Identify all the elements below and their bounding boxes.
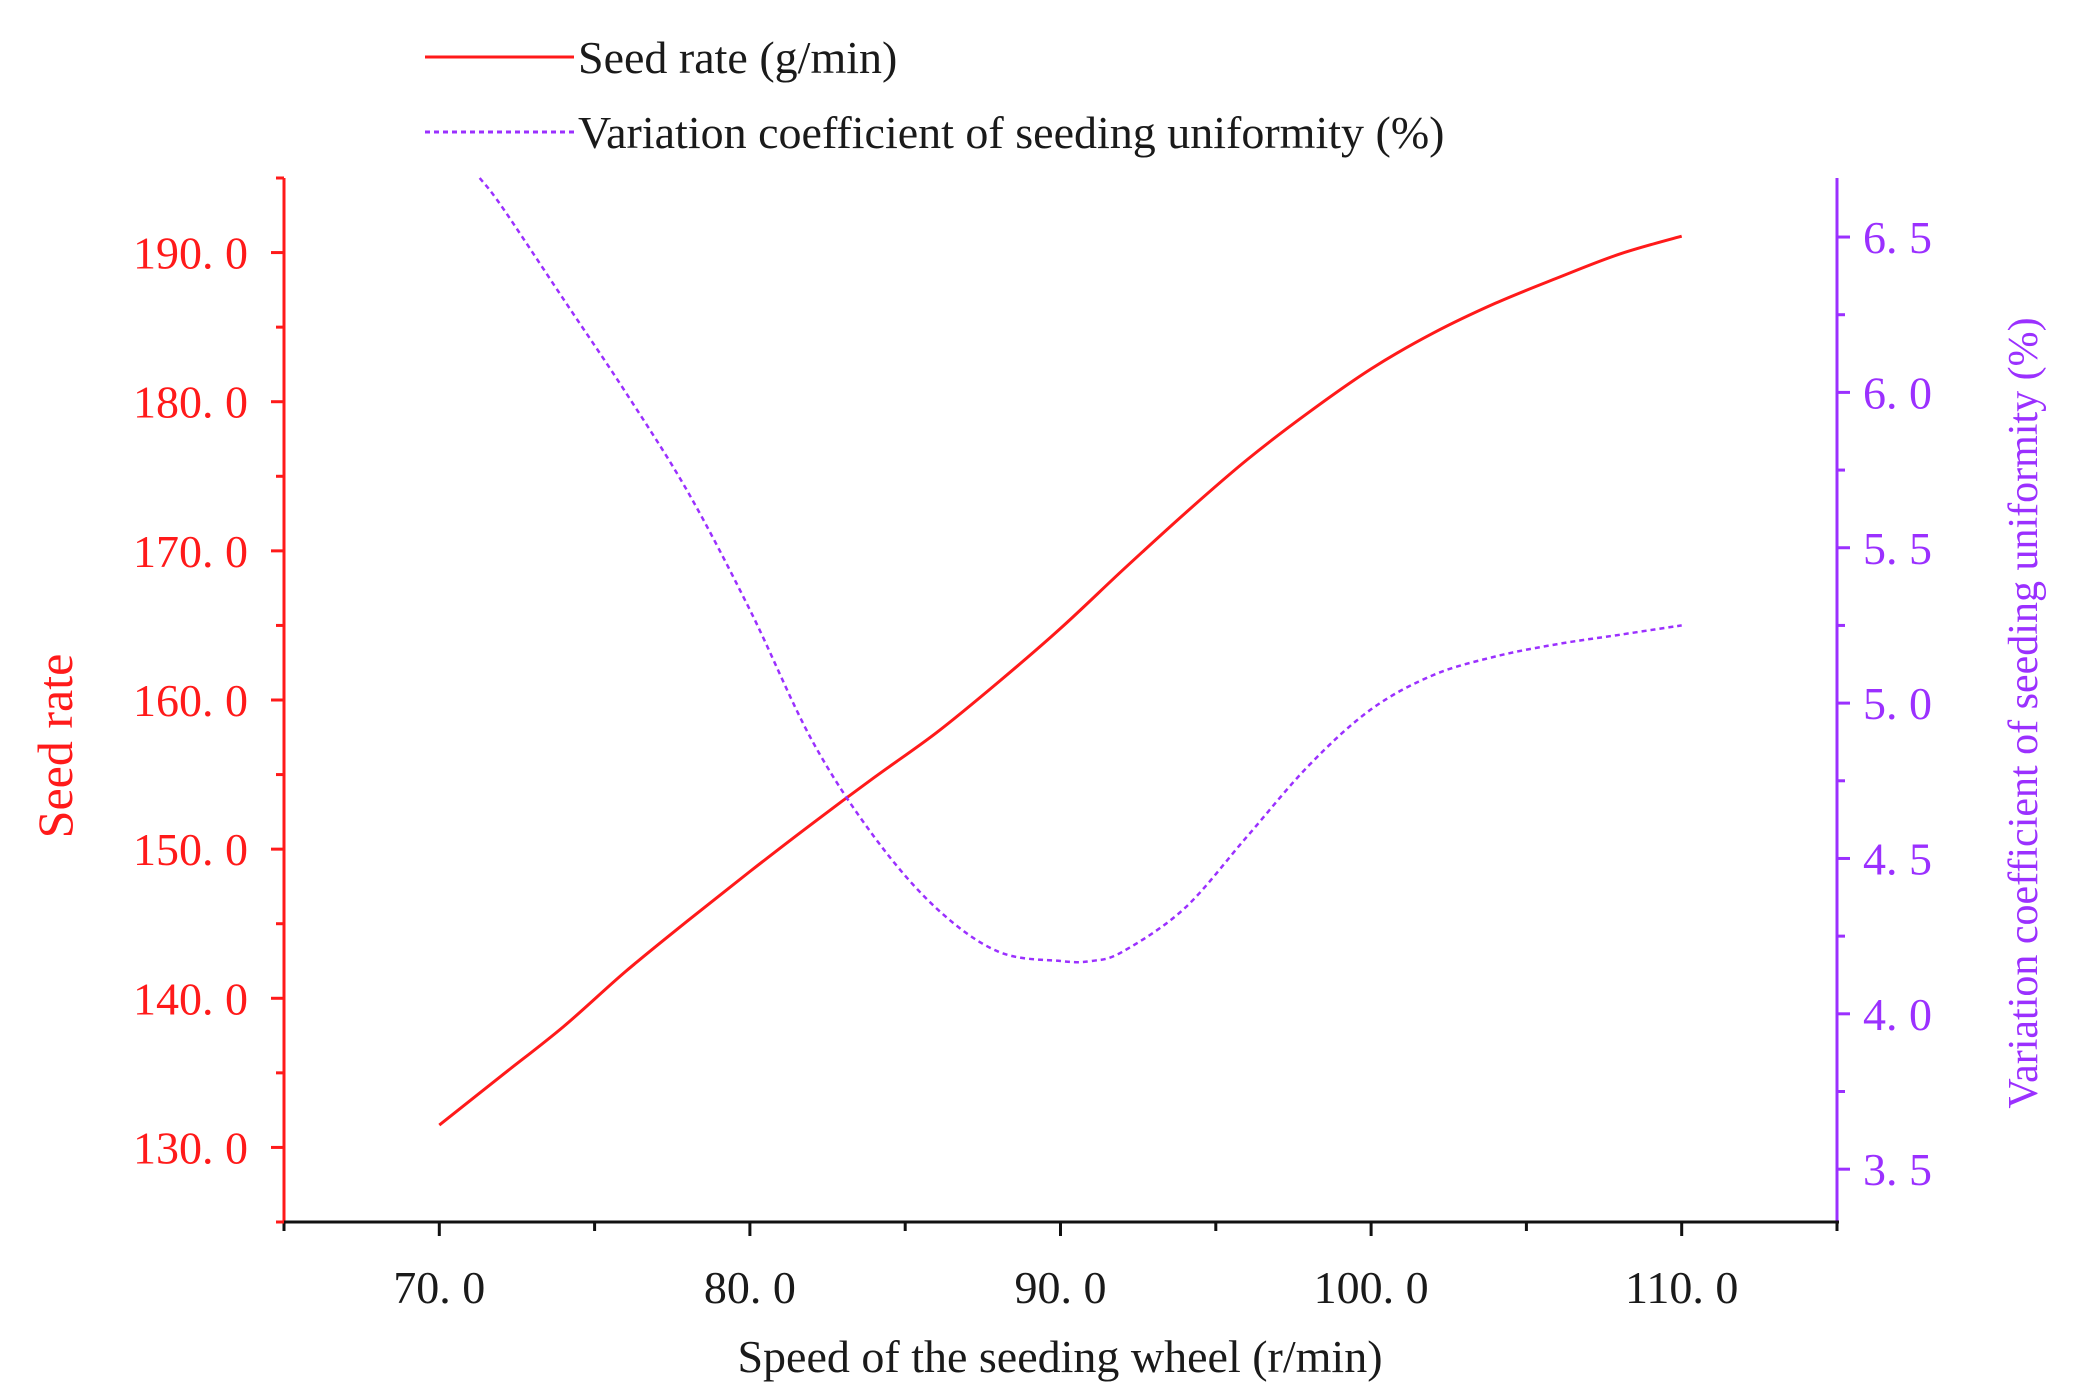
left-y-axis-ticks: 130. 0 140. 0 150. 0 160. 0 170. 0 180. 0 190.…	[133, 176, 284, 1224]
seed-rate-line	[438, 234, 1683, 1127]
right-y-tick-label: 4. 0	[1863, 989, 1932, 1040]
legend-seed-rate-label: Seed rate (g/min)	[578, 32, 897, 83]
left-y-tick-label: 140. 0	[133, 973, 248, 1024]
right-y-tick-label: 5. 5	[1863, 523, 1932, 574]
left-y-tick-label: 130. 0	[133, 1122, 248, 1173]
x-axis-ticks: 70. 0 80. 0 90. 0 100. 0 110. 0	[282, 1222, 1839, 1313]
right-y-tick-label: 3. 5	[1863, 1144, 1932, 1195]
left-y-tick-label: 180. 0	[133, 377, 248, 428]
left-y-tick-label: 160. 0	[133, 675, 248, 726]
left-y-tick-label: 170. 0	[133, 526, 248, 577]
x-axis-title: Speed of the seeding wheel (r/min)	[737, 1331, 1382, 1382]
x-tick-label: 80. 0	[704, 1262, 796, 1313]
right-y-tick-label: 4. 5	[1863, 833, 1932, 884]
right-y-tick-label: 6. 0	[1863, 367, 1932, 418]
left-y-axis-title: Seed rate	[27, 654, 83, 839]
variation-coefficient-line	[478, 177, 1682, 964]
right-y-axis-title: Variation coefficient of seeding uniform…	[2001, 317, 2047, 1108]
left-y-tick-label: 190. 0	[133, 228, 248, 279]
legend-variation-label: Variation coefficient of seeding uniform…	[578, 107, 1444, 158]
right-y-axis-ticks: 3. 5 4. 0 4. 5 5. 0 5. 5 6. 0 6. 5	[1837, 212, 1932, 1195]
legend: Seed rate (g/min) Variation coefficient …	[425, 32, 1444, 158]
series-layer	[438, 177, 1683, 1127]
right-y-tick-label: 5. 0	[1863, 678, 1932, 729]
x-tick-label: 90. 0	[1015, 1262, 1107, 1313]
x-tick-label: 110. 0	[1625, 1262, 1738, 1313]
right-y-tick-label: 6. 5	[1863, 212, 1932, 263]
x-tick-label: 100. 0	[1314, 1262, 1429, 1313]
x-tick-label: 70. 0	[393, 1262, 485, 1313]
left-y-tick-label: 150. 0	[133, 824, 248, 875]
